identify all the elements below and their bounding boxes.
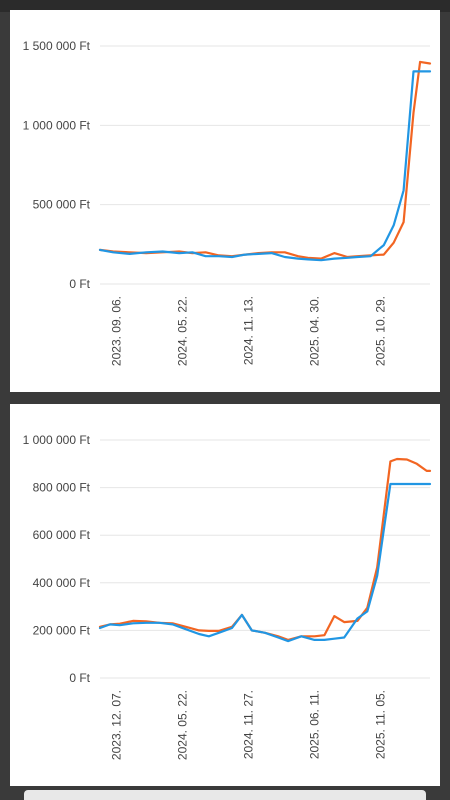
series-line-orange bbox=[98, 60, 432, 260]
y-tick-label: 0 Ft bbox=[69, 671, 90, 685]
price-chart-bottom: 0 Ft 200 000 Ft 400 000 Ft 600 000 Ft 800 00… bbox=[23, 433, 432, 760]
x-tick-label: 2024. 05. 22. bbox=[176, 690, 190, 760]
y-tick-label: 800 000 Ft bbox=[33, 481, 91, 495]
series-line-blue bbox=[98, 482, 432, 643]
y-tick-label: 600 000 Ft bbox=[33, 528, 91, 542]
x-tick-label: 2025. 11. 05. bbox=[374, 690, 388, 759]
x-tick-label: 2025. 06. 11. bbox=[308, 690, 322, 759]
price-chart-top: 0 Ft 500 000 Ft 1 000 000 Ft 1 500 000 Ft 20… bbox=[23, 39, 432, 366]
next-card-edge bbox=[24, 790, 426, 800]
x-tick-label: 2024. 11. 27. bbox=[242, 690, 256, 759]
x-tick-label: 2023. 12. 07. bbox=[110, 690, 124, 760]
status-bar bbox=[0, 0, 450, 12]
chart-card-top: 0 Ft 500 000 Ft 1 000 000 Ft 1 500 000 Ft 20… bbox=[10, 10, 440, 392]
x-tick-label: 2023. 09. 06. bbox=[110, 296, 124, 366]
y-tick-label: 1 000 000 Ft bbox=[23, 433, 91, 447]
x-tick-label: 2024. 11. 13. bbox=[242, 296, 256, 365]
series-line-blue bbox=[98, 70, 432, 262]
y-tick-label: 1 500 000 Ft bbox=[23, 39, 91, 53]
x-tick-label: 2025. 10. 29. bbox=[374, 296, 388, 366]
y-tick-label: 500 000 Ft bbox=[33, 198, 91, 212]
y-tick-label: 200 000 Ft bbox=[33, 623, 91, 637]
x-tick-label: 2025. 04. 30. bbox=[308, 296, 322, 366]
chart-card-bottom: 0 Ft 200 000 Ft 400 000 Ft 600 000 Ft 800 00… bbox=[10, 404, 440, 786]
y-tick-label: 1 000 000 Ft bbox=[23, 118, 91, 132]
y-tick-label: 400 000 Ft bbox=[33, 576, 91, 590]
y-tick-label: 0 Ft bbox=[69, 277, 90, 291]
x-tick-label: 2024. 05. 22. bbox=[176, 296, 190, 366]
